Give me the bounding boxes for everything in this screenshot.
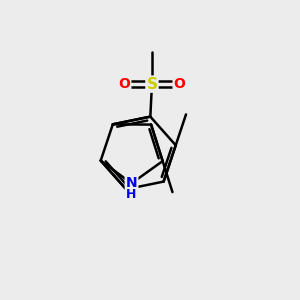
- Text: O: O: [118, 77, 130, 91]
- Text: H: H: [126, 188, 136, 201]
- Text: N: N: [126, 176, 137, 190]
- Text: S: S: [146, 76, 158, 92]
- Text: O: O: [174, 77, 185, 91]
